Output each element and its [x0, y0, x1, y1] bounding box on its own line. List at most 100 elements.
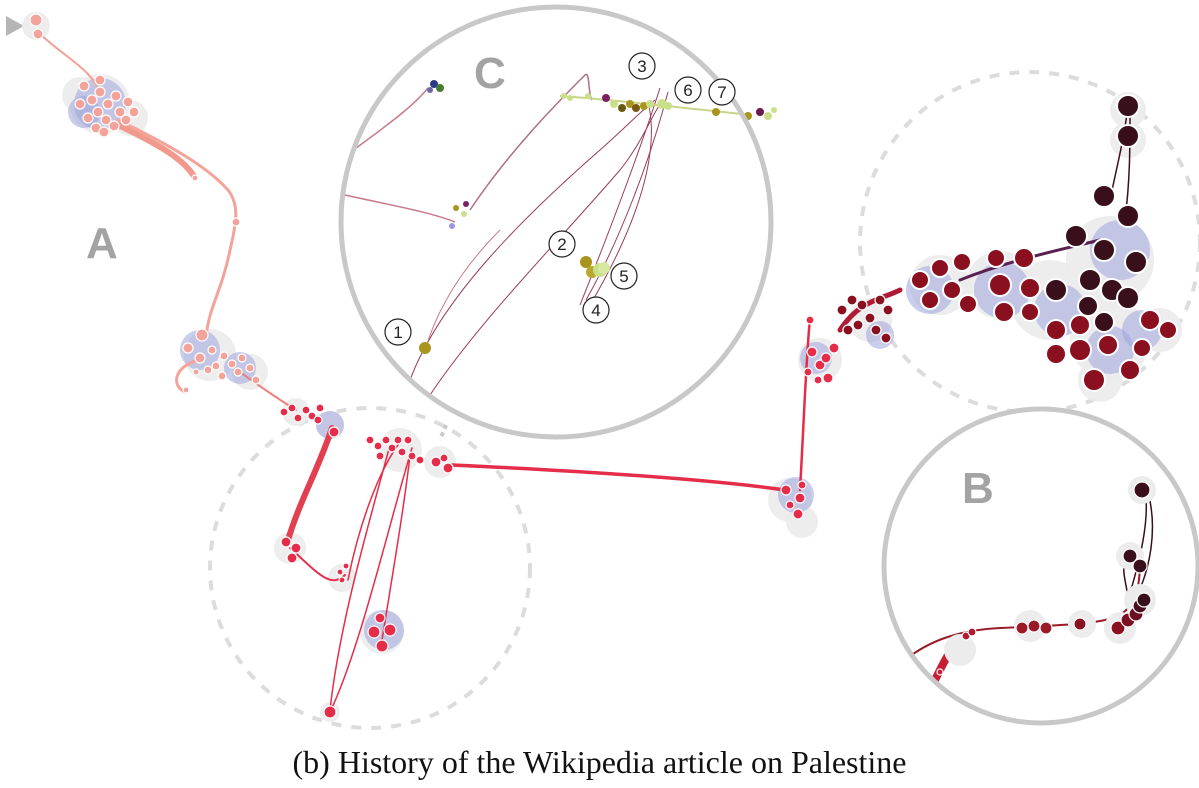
- revision-node: [1045, 343, 1067, 365]
- revision-node: [1124, 250, 1148, 274]
- revision-node: [397, 447, 407, 457]
- revision-node: [374, 612, 386, 624]
- node-layer: [29, 13, 1178, 719]
- revision-node: [387, 443, 397, 453]
- revision-node: [192, 368, 200, 376]
- revision-node: [393, 435, 403, 445]
- edge-a-to-mid: [116, 118, 238, 337]
- revision-node: [1097, 334, 1119, 356]
- revision-node: [122, 96, 134, 108]
- revision-node: [1078, 268, 1102, 292]
- revision-node: [286, 552, 298, 564]
- revision-node: [342, 562, 350, 570]
- revision-node: [1068, 338, 1092, 362]
- lens-b-node: [1015, 621, 1029, 635]
- revision-node: [403, 435, 413, 445]
- revision-node: [930, 258, 950, 278]
- edge-long-loop3: [347, 444, 399, 581]
- lens-c-node: [567, 95, 573, 101]
- revision-node: [813, 375, 823, 385]
- revision-node: [780, 484, 792, 496]
- revision-node: [415, 455, 425, 465]
- lens-c-node: [463, 201, 469, 207]
- lens-c-node-layer: [419, 80, 777, 354]
- revision-node: [1045, 319, 1067, 341]
- revision-node: [237, 353, 247, 363]
- numbered-marker-1: [384, 318, 412, 346]
- lens-c-node: [646, 100, 654, 108]
- numbered-marker-label-4: 4: [591, 301, 600, 320]
- revision-node: [1082, 368, 1106, 392]
- revision-node: [182, 342, 194, 354]
- lens-c-node: [618, 104, 626, 112]
- revision-node: [1069, 314, 1091, 336]
- lens-c-node: [461, 211, 467, 217]
- lens-c-node: [712, 108, 720, 116]
- revision-node: [958, 294, 978, 314]
- edge-mid-to-seg: [239, 371, 297, 411]
- revision-node: [874, 294, 886, 306]
- revision-node: [315, 403, 325, 413]
- revision-node: [373, 441, 383, 451]
- region-label-a: A: [86, 219, 118, 268]
- numbered-marker-label-1: 1: [393, 323, 402, 342]
- figure-caption: (b) History of the Wikipedia article on …: [292, 744, 907, 780]
- numbered-marker-3: [628, 52, 656, 80]
- numbered-marker-4: [582, 296, 610, 324]
- lens-c: C 1 2 3 45 6 7: [338, 4, 777, 441]
- revision-node: [803, 367, 813, 377]
- revision-node: [820, 352, 832, 364]
- revision-node: [207, 345, 217, 355]
- revision-node: [323, 705, 337, 719]
- revision-node: [870, 324, 882, 336]
- lens-c-node: [419, 342, 431, 354]
- revision-node: [822, 372, 834, 384]
- revision-node: [942, 280, 962, 300]
- edge-long-loop1: [329, 444, 391, 711]
- numbered-marker-label-5: 5: [619, 267, 628, 286]
- revision-node: [32, 28, 44, 40]
- lens-b-node: [967, 627, 977, 637]
- revision-node: [217, 371, 227, 381]
- lens-c-edge-3: [469, 73, 593, 211]
- revision-node: [1116, 286, 1140, 310]
- revision-node: [74, 98, 86, 110]
- revision-node: [293, 413, 303, 423]
- lens-c-background: [341, 7, 771, 437]
- lens-b-border: [881, 406, 1199, 726]
- revision-node: [1020, 302, 1040, 322]
- revision-node: [1092, 238, 1116, 262]
- revision-node: [211, 361, 221, 371]
- lens-b-node: [1073, 617, 1087, 631]
- revision-node: [182, 386, 190, 394]
- revision-node: [986, 248, 1006, 268]
- revision-node: [98, 126, 110, 138]
- revision-node: [920, 290, 940, 310]
- lens-c-connector: [438, 424, 448, 441]
- revision-node: [287, 403, 297, 413]
- lens-b-node: [1136, 592, 1152, 608]
- lens-c-node: [580, 256, 592, 268]
- numbered-marker-7: [708, 78, 736, 106]
- lens-c-edge-10: [424, 229, 501, 351]
- revision-node: [245, 363, 255, 373]
- revision-node: [92, 106, 104, 118]
- revision-node: [251, 375, 261, 385]
- lens-c-node: [436, 84, 444, 92]
- revision-node: [219, 351, 229, 361]
- region-label-c: C: [474, 49, 506, 98]
- edge-a-thick: [115, 122, 198, 181]
- revision-node: [1044, 278, 1068, 302]
- revision-node: [231, 217, 241, 227]
- revision-node: [375, 639, 389, 653]
- revision-node: [195, 328, 209, 342]
- lens-c-node: [602, 94, 610, 102]
- revision-node: [852, 319, 864, 331]
- lens-b-node-layer: [936, 476, 1156, 676]
- numbered-marker-label-2: 2: [557, 235, 566, 254]
- lens-b-node: [1039, 621, 1053, 635]
- region-label-b: B: [962, 464, 994, 513]
- edge-right-cluster: [837, 287, 903, 333]
- revision-node: [442, 462, 454, 474]
- revision-node: [280, 536, 292, 548]
